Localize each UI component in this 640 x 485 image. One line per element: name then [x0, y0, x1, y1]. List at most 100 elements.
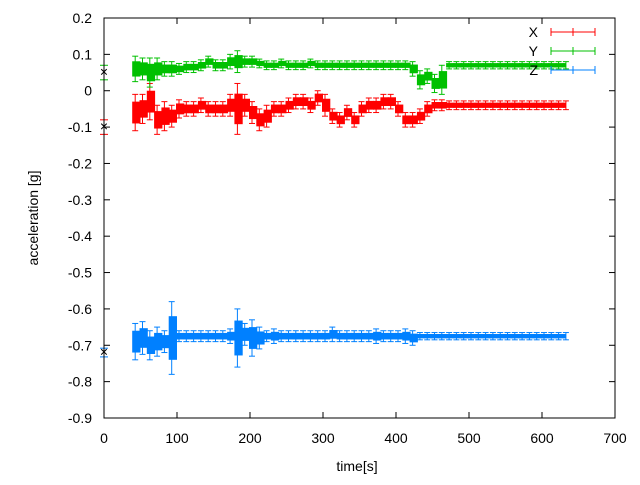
data-band — [329, 111, 338, 121]
data-band — [475, 334, 484, 339]
y-tick-label: 0.2 — [73, 10, 93, 26]
data-band — [256, 60, 265, 67]
data-band — [336, 332, 345, 340]
data-band — [241, 327, 250, 341]
data-band — [161, 64, 170, 74]
data-band — [256, 331, 265, 345]
data-band — [154, 62, 163, 76]
data-band — [358, 332, 367, 340]
data-band — [139, 328, 148, 348]
data-band — [402, 115, 411, 125]
data-band — [183, 63, 192, 71]
data-band — [212, 332, 221, 340]
data-band — [526, 334, 535, 339]
data-band — [307, 60, 316, 67]
data-band — [270, 104, 280, 114]
data-band — [548, 334, 557, 339]
data-band — [387, 332, 396, 340]
data-band — [526, 63, 535, 68]
data-band — [453, 334, 462, 339]
data-band — [249, 327, 258, 349]
data-band — [300, 97, 309, 106]
data-band — [562, 102, 566, 108]
data-band — [227, 331, 236, 341]
data-band — [541, 102, 550, 108]
data-band — [555, 63, 564, 68]
data-band — [409, 115, 418, 125]
data-band — [365, 62, 375, 68]
data-band — [343, 332, 353, 340]
data-band — [270, 331, 280, 341]
data-band — [424, 334, 433, 339]
data-band — [351, 332, 360, 340]
data-band — [190, 63, 199, 71]
data-band — [132, 61, 141, 77]
data-band — [402, 62, 411, 68]
data-band — [314, 332, 323, 340]
data-band — [489, 102, 499, 108]
y-tick-label: -0.3 — [68, 192, 92, 208]
data-band — [176, 332, 185, 340]
data-band — [336, 62, 345, 68]
legend-label: Y — [529, 43, 539, 59]
data-band — [263, 62, 272, 68]
data-band — [395, 104, 404, 114]
data-band — [234, 320, 243, 356]
data-band — [146, 336, 156, 354]
data-band — [468, 63, 477, 68]
data-band — [504, 63, 513, 68]
x-axis-label: time[s] — [336, 458, 377, 474]
legend-label: Z — [529, 62, 538, 78]
series-z: × — [100, 301, 569, 375]
data-band — [475, 102, 484, 108]
legend-label: X — [529, 24, 539, 40]
data-band — [387, 97, 396, 106]
data-band — [168, 109, 177, 123]
data-band — [292, 97, 302, 106]
data-band — [139, 100, 148, 118]
data-band — [285, 332, 294, 340]
data-band — [183, 104, 192, 114]
y-tick-label: -0.1 — [68, 119, 92, 135]
data-band — [548, 102, 557, 108]
data-band — [190, 332, 199, 340]
data-band — [468, 102, 477, 108]
data-band — [489, 63, 499, 68]
data-band — [409, 333, 418, 343]
data-band — [314, 93, 323, 103]
data-band — [161, 335, 170, 349]
y-tick-label: 0.1 — [73, 46, 93, 62]
data-band — [416, 74, 426, 86]
data-band — [446, 102, 455, 108]
data-band — [482, 102, 491, 108]
data-band — [453, 63, 462, 68]
data-band — [205, 58, 214, 65]
data-band — [402, 331, 411, 341]
data-band — [541, 334, 550, 339]
data-band — [300, 332, 309, 340]
data-band — [533, 102, 542, 108]
data-band — [438, 334, 448, 339]
data-band — [497, 63, 506, 68]
y-tick-label: -0.2 — [68, 155, 92, 171]
data-band — [541, 63, 550, 68]
data-band — [365, 332, 375, 340]
data-band — [358, 104, 367, 114]
data-band — [205, 104, 214, 114]
data-band — [511, 334, 521, 339]
data-band — [256, 113, 265, 127]
data-band — [249, 58, 258, 65]
data-band — [409, 64, 418, 74]
data-band — [132, 101, 141, 124]
x-tick-label: 0 — [100, 430, 108, 446]
data-band — [365, 100, 375, 110]
data-band — [373, 331, 382, 341]
data-band — [241, 58, 250, 65]
x-tick-label: 100 — [165, 430, 189, 446]
data-band — [168, 316, 177, 360]
data-band — [168, 64, 177, 74]
x-tick-label: 300 — [311, 430, 335, 446]
data-band — [562, 63, 566, 68]
data-band — [533, 63, 542, 68]
data-band — [154, 111, 163, 129]
